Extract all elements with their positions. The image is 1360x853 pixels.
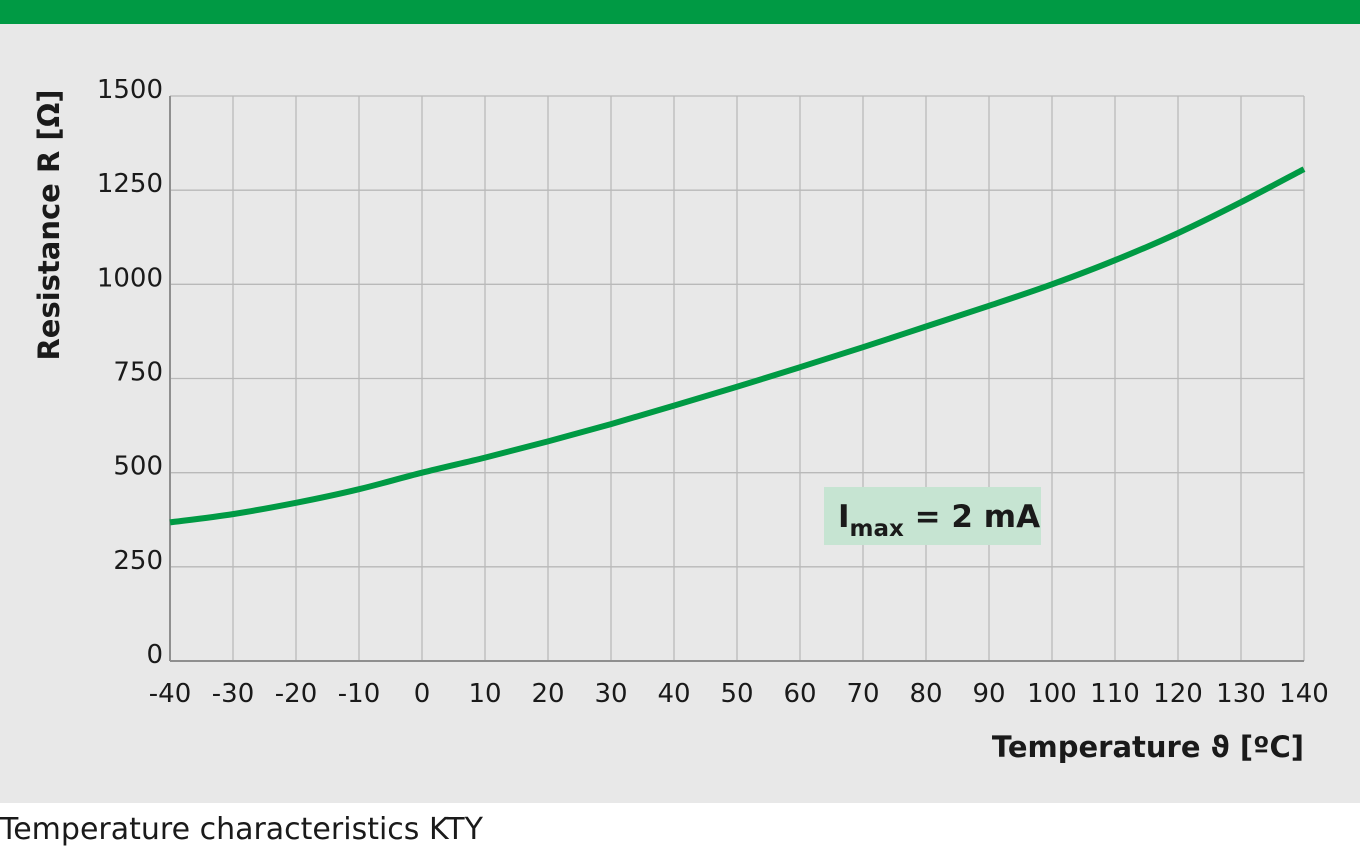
chart-axes <box>169 96 1304 662</box>
x-tick-label: 100 <box>1027 679 1077 709</box>
chart-panel <box>0 24 1360 803</box>
y-axis-label: Resistance R [Ω] <box>32 89 66 360</box>
x-tick-label: -30 <box>212 679 254 709</box>
top-accent-bar <box>0 0 1360 24</box>
annotation-text: Imax = 2 mA <box>838 499 1040 542</box>
series-line-resistance <box>169 166 1306 526</box>
x-tick-label: 120 <box>1153 679 1203 709</box>
x-tick-label: 10 <box>468 679 501 709</box>
y-tick-label: 250 <box>113 546 163 576</box>
x-tick-label: 30 <box>594 679 627 709</box>
x-tick-label: 110 <box>1090 679 1140 709</box>
y-tick-label: 1250 <box>97 169 163 199</box>
annotation-sub: max <box>850 516 904 542</box>
chart: 0 250 500 750 1000 1250 1500 -40 -30 -20 -10 0 10 20… <box>32 75 1329 764</box>
annotation-main: I <box>838 499 850 535</box>
x-tick-label: 20 <box>531 679 564 709</box>
x-tick-label: 50 <box>720 679 753 709</box>
x-tick-label: 140 <box>1279 679 1329 709</box>
annotation-box: Imax = 2 mA <box>824 487 1041 545</box>
x-axis-label: Temperature ϑ [ºC] <box>992 730 1304 764</box>
x-tick-label: 130 <box>1216 679 1266 709</box>
y-tick-label: 1500 <box>97 75 163 105</box>
figure-caption: Temperature characteristics KTY <box>0 812 483 847</box>
x-tick-label: 80 <box>909 679 942 709</box>
chart-grid <box>170 95 1305 661</box>
y-tick-label: 500 <box>113 452 163 482</box>
y-tick-label: 750 <box>113 358 163 388</box>
x-tick-label: 60 <box>783 679 816 709</box>
x-tick-labels: -40 -30 -20 -10 0 10 20 30 40 50 60 70 80 90 100 110 120… <box>149 679 1329 709</box>
y-tick-label: 0 <box>146 640 163 670</box>
x-tick-label: 40 <box>657 679 690 709</box>
series-lines <box>169 166 1306 526</box>
x-tick-label: -40 <box>149 679 191 709</box>
annotation-rest: = 2 mA <box>904 499 1040 535</box>
x-tick-label: 70 <box>846 679 879 709</box>
y-tick-labels: 0 250 500 750 1000 1250 1500 <box>97 75 163 670</box>
x-tick-label: -20 <box>275 679 317 709</box>
x-tick-label: 0 <box>414 679 431 709</box>
y-tick-label: 1000 <box>97 263 163 293</box>
x-tick-label: -10 <box>338 679 380 709</box>
x-tick-label: 90 <box>972 679 1005 709</box>
